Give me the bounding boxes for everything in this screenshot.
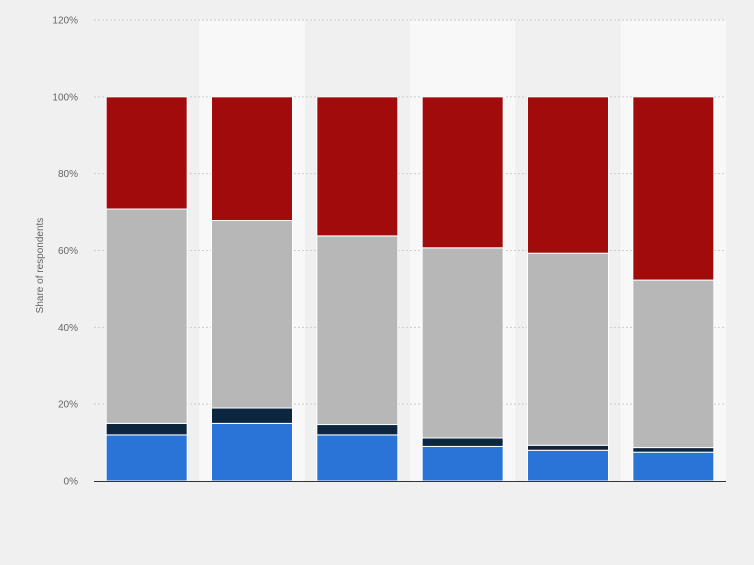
bar-segment[interactable] [316, 96, 399, 237]
bars [105, 96, 715, 482]
y-tick-label: 100% [52, 92, 78, 103]
bar-segment[interactable] [105, 434, 188, 482]
gridlines [94, 19, 726, 405]
bar-segment[interactable] [211, 407, 293, 424]
bar-segment[interactable] [527, 449, 609, 482]
bar-segment[interactable] [632, 447, 715, 453]
bar-segment[interactable] [421, 247, 504, 439]
y-tick-label: 20% [58, 400, 78, 411]
bar-segment[interactable] [421, 96, 504, 249]
y-tick-label: 40% [58, 323, 78, 334]
bar-segment[interactable] [527, 252, 609, 446]
bar-segment[interactable] [105, 96, 188, 210]
bar-segment[interactable] [316, 235, 399, 426]
bar-segment[interactable] [421, 445, 504, 482]
y-tick-label: 80% [58, 169, 78, 180]
bar-segment[interactable] [211, 422, 293, 482]
bar-segment[interactable] [527, 444, 609, 451]
bar-segment[interactable] [632, 451, 715, 482]
y-axis-label: Share of respondents [35, 218, 46, 314]
y-axis-ticks: 0% 20% 40% 60% 80% 100% 120% [52, 16, 78, 488]
bar-segment[interactable] [211, 220, 293, 409]
y-tick-label: 0% [64, 477, 79, 488]
bar-segment[interactable] [211, 96, 293, 222]
bar-segment[interactable] [527, 96, 609, 254]
bar-segment[interactable] [632, 279, 715, 449]
bar-segment[interactable] [105, 422, 188, 436]
bar-segment[interactable] [316, 424, 399, 436]
bar-segment[interactable] [421, 437, 504, 447]
y-tick-label: 60% [58, 246, 78, 257]
bar-segment[interactable] [632, 96, 715, 281]
bar-segment[interactable] [105, 208, 188, 424]
bar-segment[interactable] [316, 434, 399, 482]
y-tick-label: 120% [52, 16, 78, 27]
